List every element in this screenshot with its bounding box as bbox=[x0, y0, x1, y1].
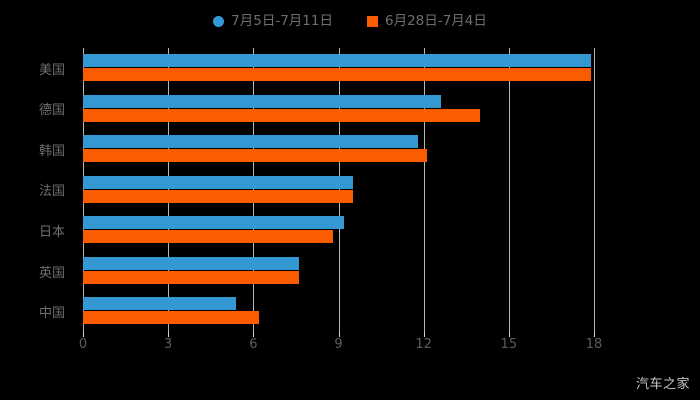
bar-中国-series-1[interactable] bbox=[83, 297, 237, 311]
y-axis-label-英国: 英国 bbox=[38, 265, 65, 281]
legend-item-series-2[interactable]: 6月28日-7月4日 bbox=[367, 14, 487, 28]
watermark: 汽车之家 bbox=[635, 377, 690, 392]
bar-row bbox=[83, 291, 594, 332]
bar-韩国-series-1[interactable] bbox=[83, 135, 418, 149]
legend-label-series-2: 6月28日-7月4日 bbox=[385, 13, 487, 29]
bar-英国-series-1[interactable] bbox=[83, 256, 299, 270]
bar-row bbox=[83, 210, 594, 251]
bar-row bbox=[83, 48, 594, 89]
bar-row bbox=[83, 170, 594, 211]
bar-row bbox=[83, 89, 594, 130]
y-axis-label-日本: 日本 bbox=[38, 225, 65, 241]
legend-item-series-1[interactable]: 7月5日-7月11日 bbox=[213, 14, 333, 28]
x-axis-tick-mark-18 bbox=[594, 332, 595, 337]
bar-日本-series-2[interactable] bbox=[83, 230, 333, 244]
x-axis-tick-mark-12 bbox=[423, 332, 425, 337]
bar-法国-series-1[interactable] bbox=[83, 175, 353, 189]
plot-area bbox=[83, 48, 595, 332]
chart-legend: 7月5日-7月11日 6月28日-7月4日 bbox=[0, 8, 700, 34]
legend-marker-circle-icon bbox=[213, 15, 225, 27]
x-axis-tick-label-15: 15 bbox=[500, 337, 518, 352]
bar-中国-series-2[interactable] bbox=[83, 311, 259, 325]
bar-法国-series-2[interactable] bbox=[83, 189, 353, 203]
y-axis-label-法国: 法国 bbox=[38, 184, 65, 200]
y-axis-label-德国: 德国 bbox=[38, 103, 65, 119]
bar-英国-series-2[interactable] bbox=[83, 270, 299, 284]
x-axis-tick-mark-0 bbox=[83, 332, 84, 337]
x-axis-ticks: 0 3 6 9 12 15 18 bbox=[79, 332, 602, 356]
gridline-18 bbox=[594, 48, 595, 332]
x-axis-tick-label-12: 12 bbox=[415, 337, 432, 352]
y-axis-label-美国: 美国 bbox=[38, 62, 65, 78]
x-axis-tick-label-6: 6 bbox=[249, 337, 258, 352]
x-axis-tick-label-3: 3 bbox=[164, 337, 173, 352]
x-axis-tick-mark-6 bbox=[253, 332, 255, 337]
x-axis-tick-label-0: 0 bbox=[78, 337, 88, 352]
x-axis-tick-mark-15 bbox=[508, 332, 510, 337]
bar-美国-series-1[interactable] bbox=[83, 54, 592, 67]
y-axis-label-中国: 中国 bbox=[38, 306, 65, 322]
x-axis-tick-label-9: 9 bbox=[334, 337, 343, 352]
x-axis-tick-label-18: 18 bbox=[585, 337, 603, 352]
bar-德国-series-1[interactable] bbox=[83, 94, 441, 108]
y-axis-label-韩国: 韩国 bbox=[38, 143, 65, 159]
x-axis-tick-mark-3 bbox=[168, 332, 170, 337]
bar-row bbox=[83, 129, 594, 170]
bar-美国-series-2[interactable] bbox=[83, 68, 592, 81]
bar-rows bbox=[83, 48, 594, 332]
legend-marker-square-icon bbox=[367, 15, 378, 27]
legend-label-series-1: 7月5日-7月11日 bbox=[231, 13, 333, 29]
bar-韩国-series-2[interactable] bbox=[83, 149, 427, 163]
bar-德国-series-2[interactable] bbox=[83, 108, 481, 122]
bar-日本-series-1[interactable] bbox=[83, 216, 345, 230]
x-axis-tick-mark-9 bbox=[338, 332, 340, 337]
y-axis-labels: 美国德国韩国法国日本英国中国 bbox=[0, 48, 74, 332]
bar-row bbox=[83, 251, 594, 292]
